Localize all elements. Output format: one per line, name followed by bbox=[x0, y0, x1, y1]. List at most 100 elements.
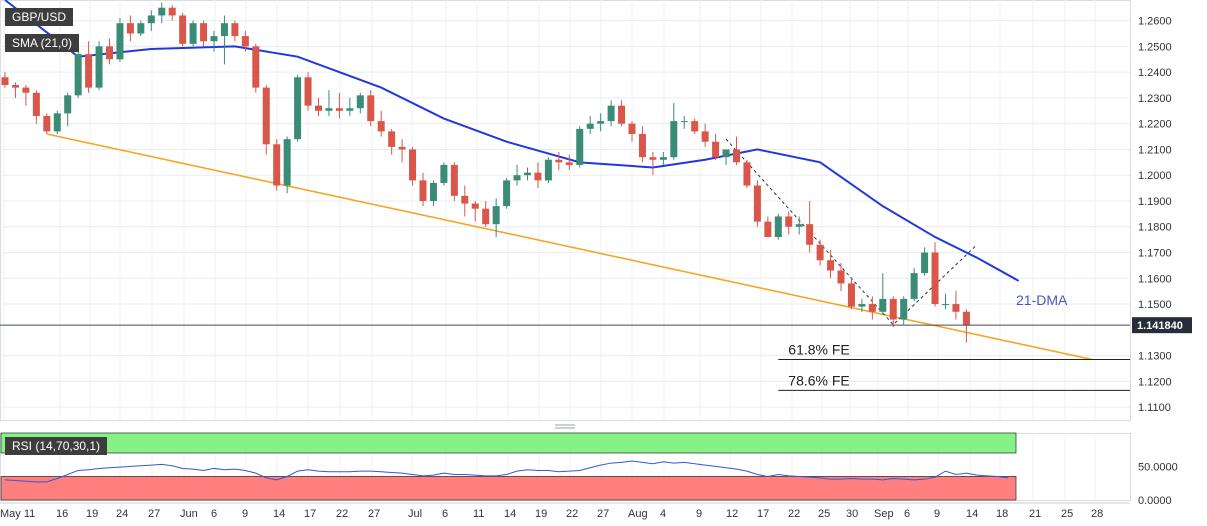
candle-down bbox=[252, 46, 260, 88]
candle-down bbox=[962, 311, 970, 326]
candle-down bbox=[837, 270, 845, 284]
candle-up bbox=[879, 298, 887, 312]
candle-up bbox=[910, 273, 918, 299]
x-tick-label: 12 bbox=[726, 508, 738, 520]
candle-up bbox=[158, 7, 166, 16]
x-tick-label: 14 bbox=[966, 508, 978, 520]
candle-down bbox=[482, 208, 490, 225]
rsi-y-tick-label: 0.0000 bbox=[1138, 495, 1172, 507]
candle-up bbox=[722, 149, 730, 158]
y-tick-label: 1.2600 bbox=[1138, 16, 1172, 28]
y-tick-label: 1.2300 bbox=[1138, 93, 1172, 105]
candle-up bbox=[492, 206, 500, 225]
candle-down bbox=[409, 149, 417, 181]
x-tick-label: 9 bbox=[242, 508, 248, 520]
y-tick-label: 1.1500 bbox=[1138, 299, 1172, 311]
candle-down bbox=[461, 195, 469, 204]
candle-down bbox=[231, 23, 239, 37]
x-tick-label: 25 bbox=[1061, 508, 1073, 520]
candle-down bbox=[241, 36, 249, 47]
candle-down bbox=[931, 252, 939, 305]
candle-up bbox=[440, 164, 448, 183]
x-tick-label: Sep bbox=[874, 508, 894, 520]
pair-label: GBP/USD bbox=[5, 8, 74, 26]
candle-down bbox=[628, 123, 636, 134]
x-tick-label: 22 bbox=[336, 508, 348, 520]
candle-down bbox=[847, 283, 855, 307]
x-tick-label: 14 bbox=[504, 508, 516, 520]
candle-down bbox=[304, 77, 312, 106]
candle-down bbox=[419, 180, 427, 201]
candle-down bbox=[806, 224, 814, 245]
fib-level-label: 78.6% FE bbox=[788, 372, 849, 388]
candle-down bbox=[126, 23, 134, 34]
x-tick-label: 27 bbox=[597, 508, 609, 520]
descending-trendline bbox=[46, 133, 1092, 361]
candle-up bbox=[64, 95, 72, 114]
candle-down bbox=[398, 146, 406, 150]
rsi-panel bbox=[0, 432, 1017, 501]
candle-down bbox=[1, 77, 9, 86]
candle-down bbox=[827, 260, 835, 271]
y-tick-label: 1.1600 bbox=[1138, 273, 1172, 285]
candle-down bbox=[315, 105, 322, 111]
candle-up bbox=[95, 46, 103, 88]
x-tick-label: 22 bbox=[788, 508, 800, 520]
candle-down bbox=[471, 203, 479, 209]
candle-up bbox=[942, 304, 949, 306]
y-tick-label: 1.1800 bbox=[1138, 222, 1172, 234]
candle-down bbox=[22, 87, 30, 93]
trendline-group bbox=[46, 133, 1092, 361]
candle-down bbox=[273, 144, 281, 186]
candle-down bbox=[168, 7, 176, 16]
x-tick-label: Jun bbox=[180, 508, 198, 520]
candle-up bbox=[220, 23, 228, 37]
x-tick-label: 28 bbox=[1091, 508, 1103, 520]
candle-down bbox=[565, 162, 573, 165]
candle-up bbox=[659, 157, 667, 160]
x-tick-label: 14 bbox=[273, 508, 285, 520]
rsi-y-tick-label: 50.0000 bbox=[1138, 461, 1178, 473]
candle-down bbox=[701, 131, 709, 142]
y-tick-label: 1.1700 bbox=[1138, 248, 1172, 260]
x-tick-label: 11 bbox=[473, 508, 484, 520]
candle-down bbox=[43, 115, 51, 132]
candle-up bbox=[503, 180, 511, 207]
y-tick-label: 1.2400 bbox=[1138, 67, 1172, 79]
sma-annotation: 21-DMA bbox=[1016, 292, 1068, 308]
candle-down bbox=[764, 221, 772, 238]
rsi-legend-label: RSI (14,70,30,1) bbox=[5, 437, 108, 455]
candle-up bbox=[294, 77, 302, 140]
candle-up bbox=[147, 15, 155, 24]
y-tick-label: 1.2100 bbox=[1138, 144, 1172, 156]
candle-down bbox=[200, 23, 208, 42]
candle-down bbox=[638, 133, 646, 158]
x-tick-label: 19 bbox=[86, 508, 98, 520]
rsi-oversold-zone bbox=[0, 476, 1017, 501]
candle-down bbox=[816, 244, 824, 261]
x-tick-label: Aug bbox=[628, 508, 648, 520]
candle-down bbox=[952, 304, 960, 312]
last-price-tag bbox=[1132, 317, 1192, 334]
candle-up bbox=[670, 121, 678, 158]
sma-line bbox=[4, 0, 1020, 282]
candle-up bbox=[900, 298, 908, 320]
rsi-overbought-zone bbox=[0, 432, 1017, 454]
x-tick-label: 27 bbox=[148, 508, 160, 520]
sma-legend-label: SMA (21,0) bbox=[5, 34, 80, 52]
candles bbox=[1, 2, 970, 343]
candle-down bbox=[868, 304, 876, 312]
x-tick-label: 16 bbox=[56, 508, 68, 520]
candle-up bbox=[597, 121, 605, 124]
candle-down bbox=[388, 131, 396, 147]
candle-up bbox=[774, 216, 782, 238]
candle-down bbox=[32, 92, 40, 116]
candle-up bbox=[53, 113, 61, 132]
candle-down bbox=[179, 15, 187, 44]
candle-down bbox=[889, 298, 897, 320]
candle-up bbox=[325, 108, 333, 111]
candle-up bbox=[116, 23, 124, 60]
candle-up bbox=[680, 121, 688, 123]
sma-21-line bbox=[4, 0, 1020, 282]
candle-down bbox=[743, 162, 751, 186]
